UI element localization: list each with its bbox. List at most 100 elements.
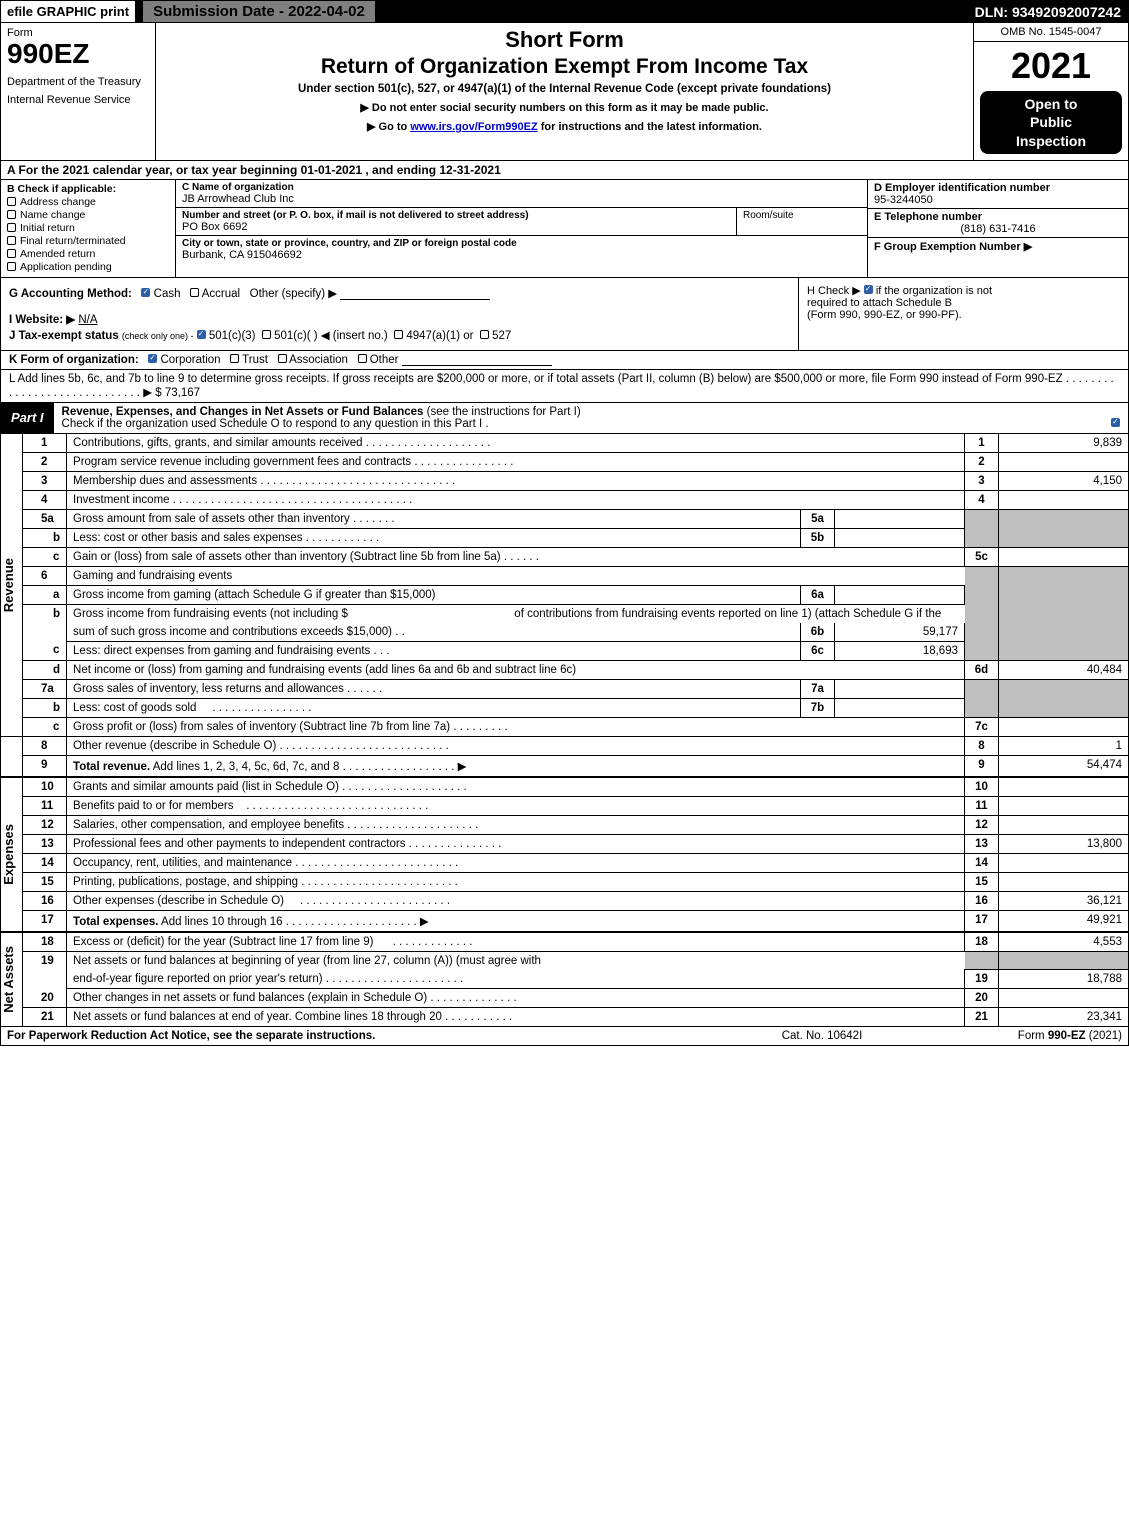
dept-irs: Internal Revenue Service [7,94,149,106]
shaded-cell [965,698,999,717]
table-row: b Less: cost of goods sold . . . . . . .… [1,698,1129,717]
shaded-cell [999,509,1129,528]
part1-title-strong: Revenue, Expenses, and Changes in Net As… [62,406,424,418]
part1-title: Revenue, Expenses, and Changes in Net As… [54,403,1128,433]
g-accrual: Accrual [202,288,240,300]
line-desc: Less: cost or other basis and sales expe… [67,528,801,547]
note-goto-post: for instructions and the latest informat… [541,121,762,133]
shaded-cell [999,679,1129,698]
spacer [376,0,967,23]
checkbox-icon[interactable] [7,223,16,232]
header-right: OMB No. 1545-0047 2021 Open to Public In… [973,23,1128,160]
checkbox-schedule-o-icon[interactable] [1111,418,1120,427]
checkbox-icon[interactable] [7,210,16,219]
part1-title-rest: (see the instructions for Part I) [427,406,581,418]
checkbox-assoc-icon[interactable] [278,354,287,363]
shaded-cell [999,698,1129,717]
table-row: a Gross income from gaming (attach Sched… [1,585,1129,604]
line-num: 17 [23,910,67,932]
line-rnum: 16 [965,891,999,910]
line-amt: 40,484 [999,660,1129,679]
line-desc: Other expenses (describe in Schedule O) … [67,891,965,910]
top-bar: efile GRAPHIC print Submission Date - 20… [0,0,1129,23]
k-block: K Form of organization: Corporation Trus… [0,351,1129,370]
shaded-cell [965,641,999,660]
revenue-side-extra [1,736,23,777]
inner-amt [835,679,965,698]
line-amt [999,490,1129,509]
line-amt: 49,921 [999,910,1129,932]
shaded-cell [965,623,999,642]
shaded-cell [999,566,1129,585]
checkbox-h-icon[interactable] [864,285,873,294]
line-desc: Gross sales of inventory, less returns a… [67,679,801,698]
table-row: b Less: cost or other basis and sales ex… [1,528,1129,547]
line-rnum: 13 [965,834,999,853]
expenses-side-label: Expenses [1,777,23,932]
table-row: 9 Total revenue. Add lines 1, 2, 3, 4, 5… [1,755,1129,777]
checkbox-accrual-icon[interactable] [190,288,199,297]
checkbox-501c3-icon[interactable] [197,330,206,339]
table-row: b Gross income from fundraising events (… [1,604,1129,623]
checkbox-527-icon[interactable] [480,330,489,339]
revenue-vlabel: Revenue [1,558,16,612]
desc-bold: Total revenue. [73,761,150,773]
line-desc: Grants and similar amounts paid (list in… [67,777,965,797]
part1-check-line: Check if the organization used Schedule … [62,418,1111,430]
line-amt [999,853,1129,872]
line-num: 12 [23,815,67,834]
form-number: 990EZ [7,39,149,70]
line-amt [999,717,1129,736]
line-rnum: 19 [965,970,999,989]
part1-header: Part I Revenue, Expenses, and Changes in… [0,403,1129,434]
checkbox-trust-icon[interactable] [230,354,239,363]
h-block: H Check ▶ if the organization is not req… [798,278,1128,350]
desc-text: Excess or (deficit) for the year (Subtra… [73,936,373,948]
checkbox-501c-icon[interactable] [262,330,271,339]
chk-final-return: Final return/terminated [7,235,169,247]
line-amt [999,815,1129,834]
b-item: Final return/terminated [20,235,126,247]
checkbox-4947-icon[interactable] [394,330,403,339]
table-row: 3 Membership dues and assessments . . . … [1,471,1129,490]
table-row: Net Assets 18 Excess or (deficit) for th… [1,932,1129,952]
line-num: 6 [23,566,67,585]
inner-amt: 18,693 [835,641,965,660]
shaded-cell [999,604,1129,623]
line-rnum: 21 [965,1008,999,1027]
checkbox-icon[interactable] [7,262,16,271]
line-rnum: 20 [965,989,999,1008]
line-desc: Salaries, other compensation, and employ… [67,815,965,834]
line-desc: Gain or (loss) from sale of assets other… [67,547,965,566]
checkbox-icon[interactable] [7,249,16,258]
ein-value: 95-3244050 [874,194,1122,206]
chk-address-change: Address change [7,196,169,208]
table-row: 5a Gross amount from sale of assets othe… [1,509,1129,528]
shaded-cell [965,951,999,970]
line-desc: Net assets or fund balances at end of ye… [67,1008,965,1027]
line-desc: Gross income from gaming (attach Schedul… [67,585,801,604]
checkbox-corp-icon[interactable] [148,354,157,363]
website-value: N/A [78,314,97,326]
footer-right: Form 990-EZ (2021) [922,1030,1122,1042]
c-street-main: Number and street (or P. O. box, if mail… [176,208,737,235]
line-rnum: 5c [965,547,999,566]
irs-link[interactable]: www.irs.gov/Form990EZ [410,121,537,133]
inner-amt [835,509,965,528]
shaded-cell [999,585,1129,604]
open-line2: Public [982,113,1120,131]
checkbox-other-icon[interactable] [358,354,367,363]
line-desc: end-of-year figure reported on prior yea… [67,970,965,989]
checkbox-icon[interactable] [7,236,16,245]
shaded-cell [999,951,1129,970]
i-line: I Website: ▶ N/A [9,312,790,326]
chk-name-change: Name change [7,209,169,221]
desc-text: Contributions, gifts, grants, and simila… [73,437,363,449]
checkbox-icon[interactable] [7,197,16,206]
desc-text: Gain or (loss) from sale of assets other… [73,551,501,563]
desc-text: Add lines 1, 2, 3, 4, 5c, 6d, 7c, and 8 … [150,761,466,773]
inner-num: 7b [801,698,835,717]
checkbox-cash-icon[interactable] [141,288,150,297]
table-row: 16 Other expenses (describe in Schedule … [1,891,1129,910]
b-item: Application pending [20,261,112,273]
